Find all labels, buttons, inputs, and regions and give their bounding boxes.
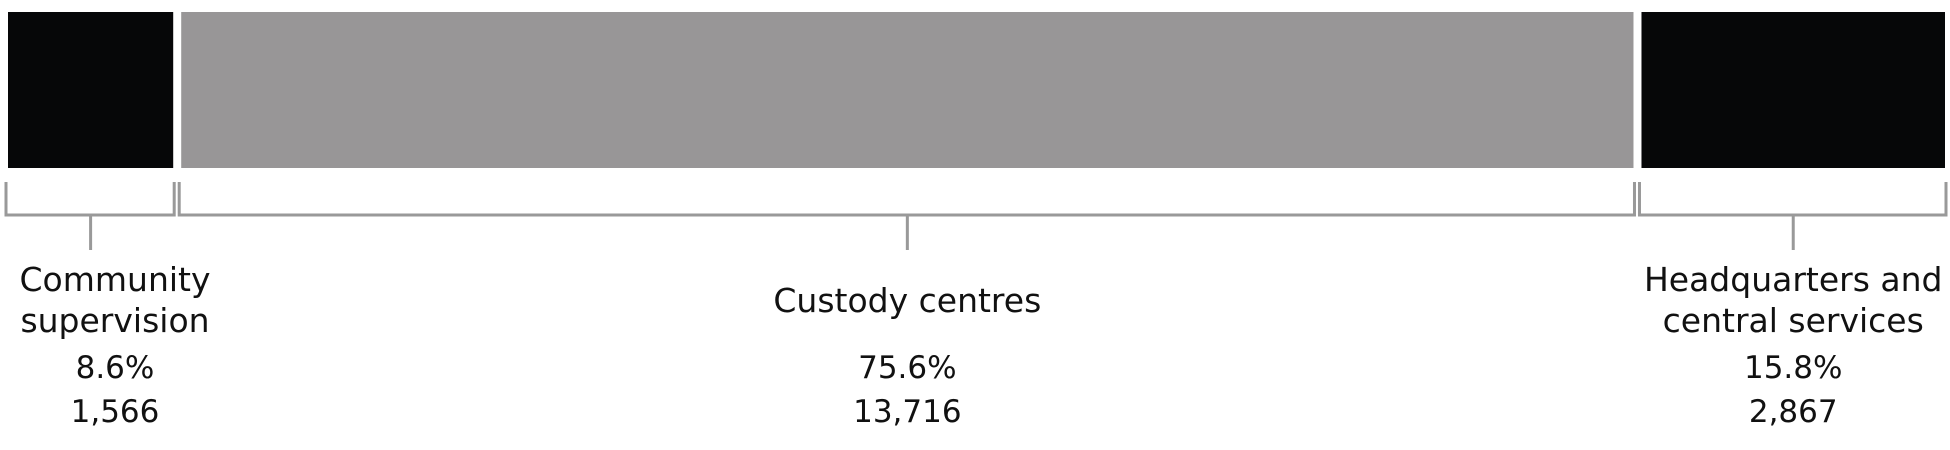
bar-segment — [8, 12, 174, 168]
count-label: 13,716 — [853, 394, 962, 430]
value-label: 8.6% — [75, 350, 155, 386]
count-label: 2,867 — [1748, 394, 1838, 430]
category-label: Community supervision — [19, 260, 211, 340]
bar-segment — [181, 12, 1634, 168]
bracket — [177, 182, 1636, 250]
category-label: Headquarters and central services — [1643, 260, 1943, 340]
count-label: 1,566 — [70, 394, 160, 430]
value-label: 75.6% — [858, 350, 957, 386]
value-label: 15.8% — [1743, 350, 1843, 386]
bar-segment — [1641, 12, 1945, 168]
category-label: Custody centres — [773, 280, 1042, 320]
bracket — [4, 182, 176, 250]
bracket — [1637, 182, 1948, 250]
